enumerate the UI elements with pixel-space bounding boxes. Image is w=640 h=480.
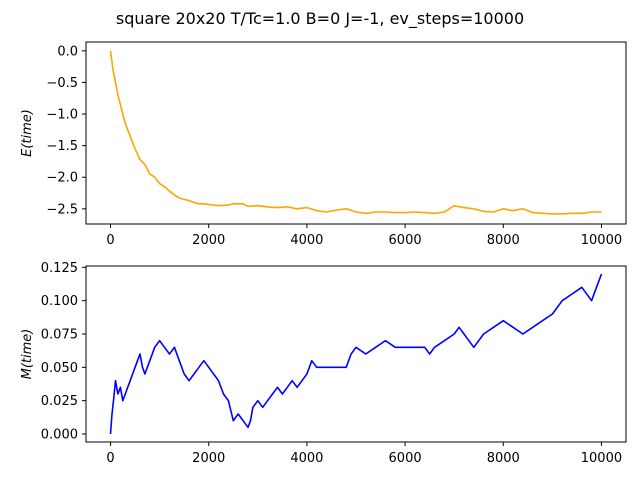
magnetization-axes: 0 2000 4000 6000 8000 10000 0.000 0.025 0.050 0.0…	[20, 261, 627, 466]
magnetization-x-tick-label: 2000	[192, 451, 225, 466]
energy-x-tick-label: 10000	[581, 233, 622, 248]
magnetization-x-tick-label: 8000	[487, 451, 520, 466]
energy-y-tick-label: −2.0	[46, 171, 78, 186]
energy-axes: 0 2000 4000 6000 8000 10000 0.0 −0.5 −1.0 −1.5 −2.…	[20, 41, 627, 248]
energy-y-tick-label: −2.5	[46, 202, 78, 217]
magnetization-y-tick-label: 0.025	[41, 394, 78, 409]
magnetization-y-tick-label: 0.125	[41, 261, 78, 276]
energy-x-tick-label: 6000	[389, 233, 422, 248]
magnetization-axes-frame	[85, 265, 627, 443]
energy-y-tick-label: −0.5	[46, 76, 78, 91]
energy-y-tick-label: −1.0	[46, 108, 78, 123]
energy-axes-frame	[85, 41, 627, 225]
energy-y-tick-label: 0.0	[57, 44, 78, 59]
energy-x-tick-label: 0	[106, 233, 114, 248]
magnetization-series-line	[109, 273, 603, 435]
energy-y-axis-label: E(time)	[20, 109, 35, 157]
magnetization-x-tick-label: 0	[106, 451, 114, 466]
magnetization-y-axis-label: M(time)	[20, 329, 35, 380]
magnetization-x-tick-label: 10000	[581, 451, 622, 466]
energy-x-tick-label: 4000	[290, 233, 323, 248]
magnetization-x-tick-label: 6000	[389, 451, 422, 466]
magnetization-y-tick-label: 0.000	[41, 428, 78, 443]
magnetization-y-tick-label: 0.100	[41, 294, 78, 309]
magnetization-y-tick-label: 0.075	[41, 328, 78, 343]
energy-x-tick-label: 2000	[192, 233, 225, 248]
figure-suptitle: square 20x20 T/Tc=1.0 B=0 J=-1, ev_steps…	[116, 9, 524, 29]
energy-x-tick-label: 8000	[487, 233, 520, 248]
magnetization-y-tick-label: 0.050	[41, 361, 78, 376]
energy-y-tick-label: −1.5	[46, 139, 78, 154]
energy-series-line	[109, 50, 602, 215]
magnetization-x-tick-label: 4000	[290, 451, 323, 466]
